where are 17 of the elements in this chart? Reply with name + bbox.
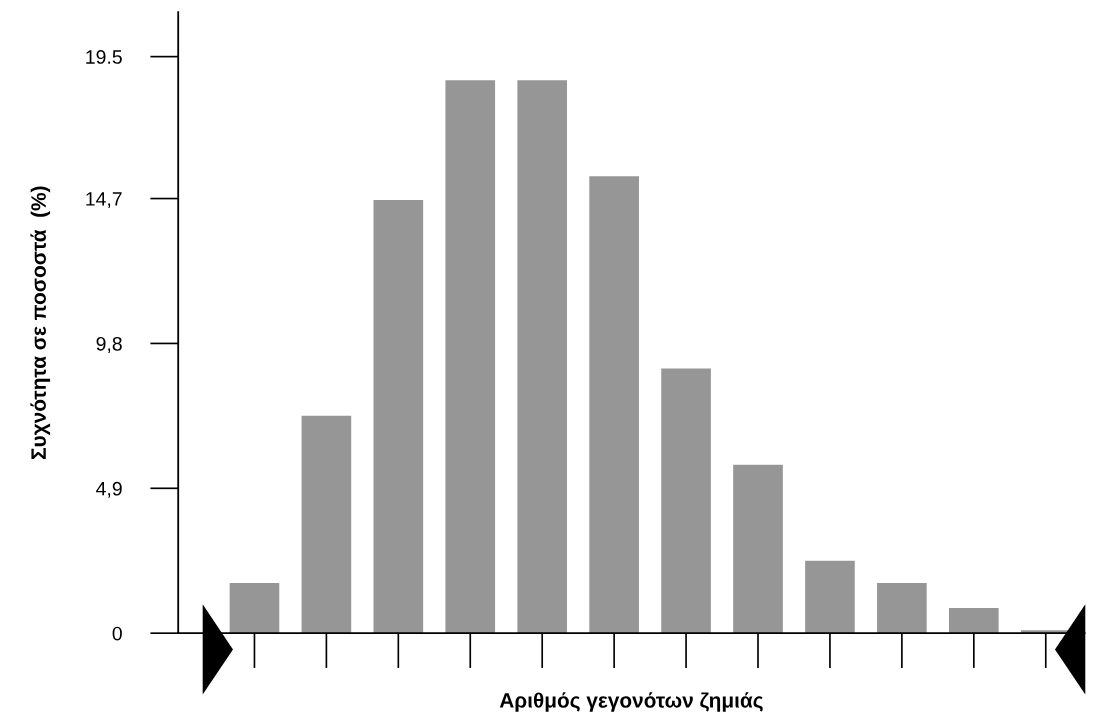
y-tick-label: 4,9 [96, 481, 122, 498]
x-axis-title: Αριθμός γεγονότων ζημιάς [499, 692, 763, 712]
bar [301, 415, 352, 634]
y-axis-title: Συχνότητα σε ποσοστά (%) [30, 186, 51, 460]
bar [949, 608, 999, 634]
y-tick-label: 0 [112, 626, 122, 641]
bar [877, 582, 927, 634]
bar [805, 560, 855, 634]
bar [373, 200, 424, 634]
y-tick-label: 19.5 [86, 50, 122, 64]
bar [661, 368, 711, 634]
y-tick-label: 9,8 [96, 336, 122, 353]
y-tick-label: 14,7 [86, 192, 122, 209]
bar [517, 80, 568, 634]
bar [445, 80, 496, 634]
bar [733, 464, 783, 634]
bar [589, 176, 639, 634]
